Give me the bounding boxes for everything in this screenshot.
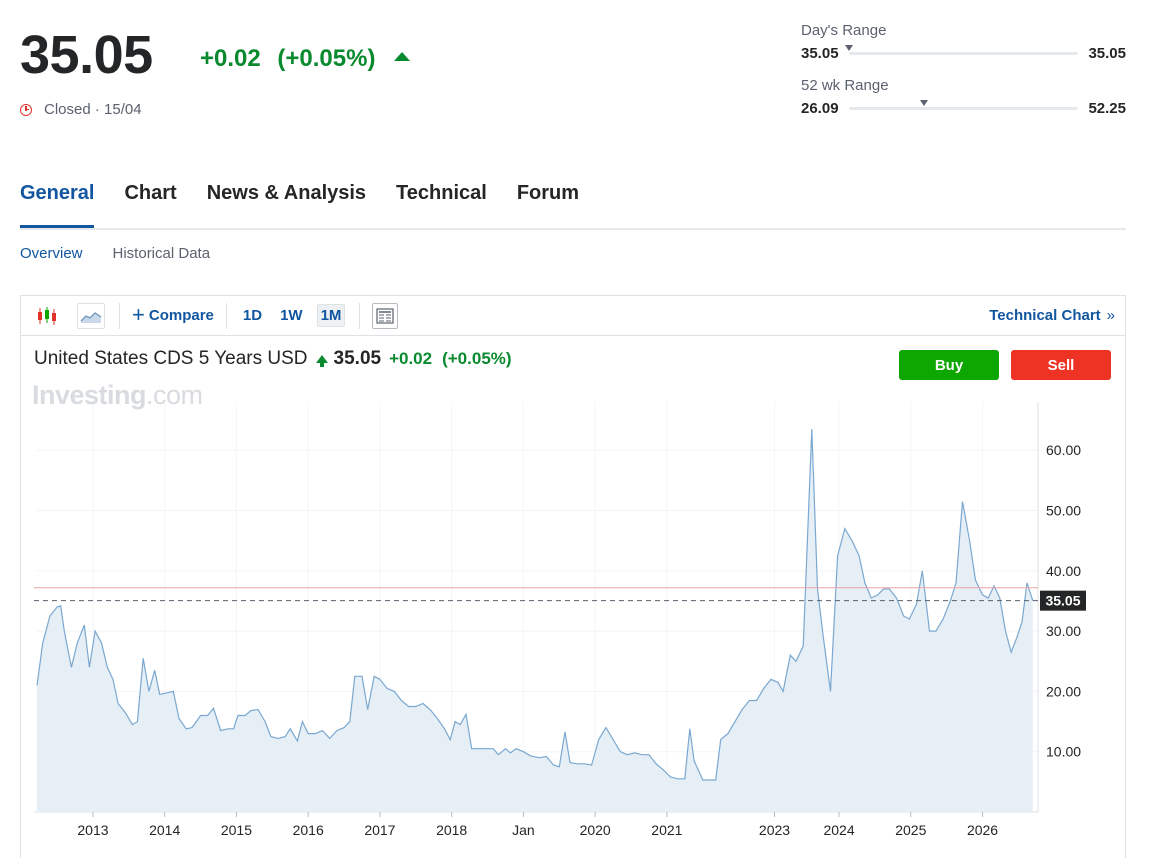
watermark-suffix: .com: [146, 380, 203, 410]
x-tick-label: 2018: [436, 822, 467, 838]
days-range-bar: [844, 45, 1079, 55]
technical-chart-label: Technical Chart: [989, 307, 1101, 324]
last-price: 35.05: [20, 25, 153, 85]
tab-technical[interactable]: Technical: [396, 182, 487, 204]
y-tick-label: 60.00: [1046, 442, 1081, 458]
chart-widget: + Compare 1D 1W 1M Technical Chart » Unit…: [20, 295, 1126, 858]
x-tick-label: 2020: [580, 822, 611, 838]
days-range-label: Day's Range: [801, 22, 887, 39]
tab-chart[interactable]: Chart: [124, 182, 177, 204]
wk52-range: 52 wk Range 26.09 52.25: [801, 77, 1126, 117]
area-chart-icon[interactable]: [77, 302, 105, 329]
chart-change: +0.02: [389, 349, 433, 368]
toolbar-separator: [119, 302, 120, 329]
y-tick-label: 10.00: [1046, 744, 1081, 760]
x-tick-label: 2023: [759, 822, 790, 838]
x-tick-label: 2021: [651, 822, 682, 838]
change-percent: (+0.05%): [277, 45, 376, 72]
chart-header: United States CDS 5 Years USD 35.05 +0.0…: [34, 348, 522, 370]
y-tick-label: 50.00: [1046, 503, 1081, 519]
wk52-range-low: 26.09: [801, 100, 839, 117]
wk52-range-high: 52.25: [1088, 100, 1126, 117]
x-tick-label: 2015: [221, 822, 252, 838]
sub-tabs: Overview Historical Data: [20, 245, 240, 262]
chart-price: 35.05: [333, 348, 382, 369]
y-tick-label: 30.00: [1046, 623, 1081, 639]
x-tick-label: 2017: [364, 822, 395, 838]
toolbar-separator: [225, 302, 227, 329]
tab-forum[interactable]: Forum: [516, 182, 580, 204]
clock-icon: [20, 103, 32, 116]
x-tick-label: 2016: [293, 822, 324, 838]
timeframe-1d[interactable]: 1D: [242, 307, 263, 324]
chart-change-percent: (+0.05%): [442, 349, 512, 368]
days-range-high: 35.05: [1088, 45, 1126, 62]
wk52-range-marker-icon: [920, 100, 929, 106]
y-tick-label: 40.00: [1046, 563, 1081, 579]
last-price-badge: [1040, 590, 1086, 611]
chart-toolbar: + Compare 1D 1W 1M Technical Chart »: [21, 296, 1125, 336]
compare-button[interactable]: + Compare: [132, 301, 214, 327]
timeframe-1w[interactable]: 1W: [280, 307, 303, 324]
investing-watermark: Investing.com: [32, 380, 203, 411]
up-arrow-icon: [315, 355, 328, 367]
status-text: Closed · 15/04: [44, 101, 142, 118]
subtab-overview[interactable]: Overview: [20, 245, 83, 262]
y-tick-label: 20.00: [1046, 683, 1081, 699]
x-tick-label: Jan: [512, 822, 535, 838]
days-range-low: 35.05: [801, 45, 839, 62]
toolbar-separator: [359, 302, 361, 329]
days-range: Day's Range 35.05 35.05: [801, 22, 1126, 62]
up-arrow-icon: [394, 52, 411, 62]
market-status: Closed · 15/04: [20, 101, 142, 118]
buy-button[interactable]: Buy: [899, 350, 999, 380]
tab-news-analysis[interactable]: News & Analysis: [206, 182, 367, 204]
main-tabs: General Chart News & Analysis Technical …: [20, 178, 1126, 230]
tab-general[interactable]: General: [20, 178, 95, 228]
subtab-historical-data[interactable]: Historical Data: [112, 245, 211, 262]
x-tick-label: 2024: [823, 822, 854, 838]
instrument-name: United States CDS 5 Years USD: [34, 348, 308, 369]
x-tick-label: 2014: [149, 822, 180, 838]
sell-button[interactable]: Sell: [1011, 350, 1111, 380]
x-tick-label: 2026: [967, 822, 998, 838]
chart-layout-icon[interactable]: [372, 302, 399, 329]
technical-chart-link[interactable]: Technical Chart »: [989, 307, 1115, 324]
wk52-range-bar: [848, 100, 1079, 110]
timeframe-1m[interactable]: 1M: [316, 304, 346, 327]
compare-label: Compare: [148, 307, 214, 324]
series-area: [37, 429, 1033, 812]
double-chevron-right-icon: »: [1106, 307, 1115, 324]
price-change: +0.02 (+0.05%): [200, 45, 420, 73]
last-price-label: 35.05: [1045, 593, 1080, 609]
wk52-range-label: 52 wk Range: [801, 77, 889, 94]
days-range-marker-icon: [844, 45, 853, 51]
x-tick-label: 2025: [895, 822, 926, 838]
series-line: [36, 429, 1034, 781]
watermark-brand: Investing: [32, 380, 147, 410]
x-tick-label: 2013: [77, 822, 108, 838]
change-value: +0.02: [200, 45, 261, 72]
candlestick-icon[interactable]: [35, 304, 59, 328]
plus-icon: +: [132, 301, 145, 327]
